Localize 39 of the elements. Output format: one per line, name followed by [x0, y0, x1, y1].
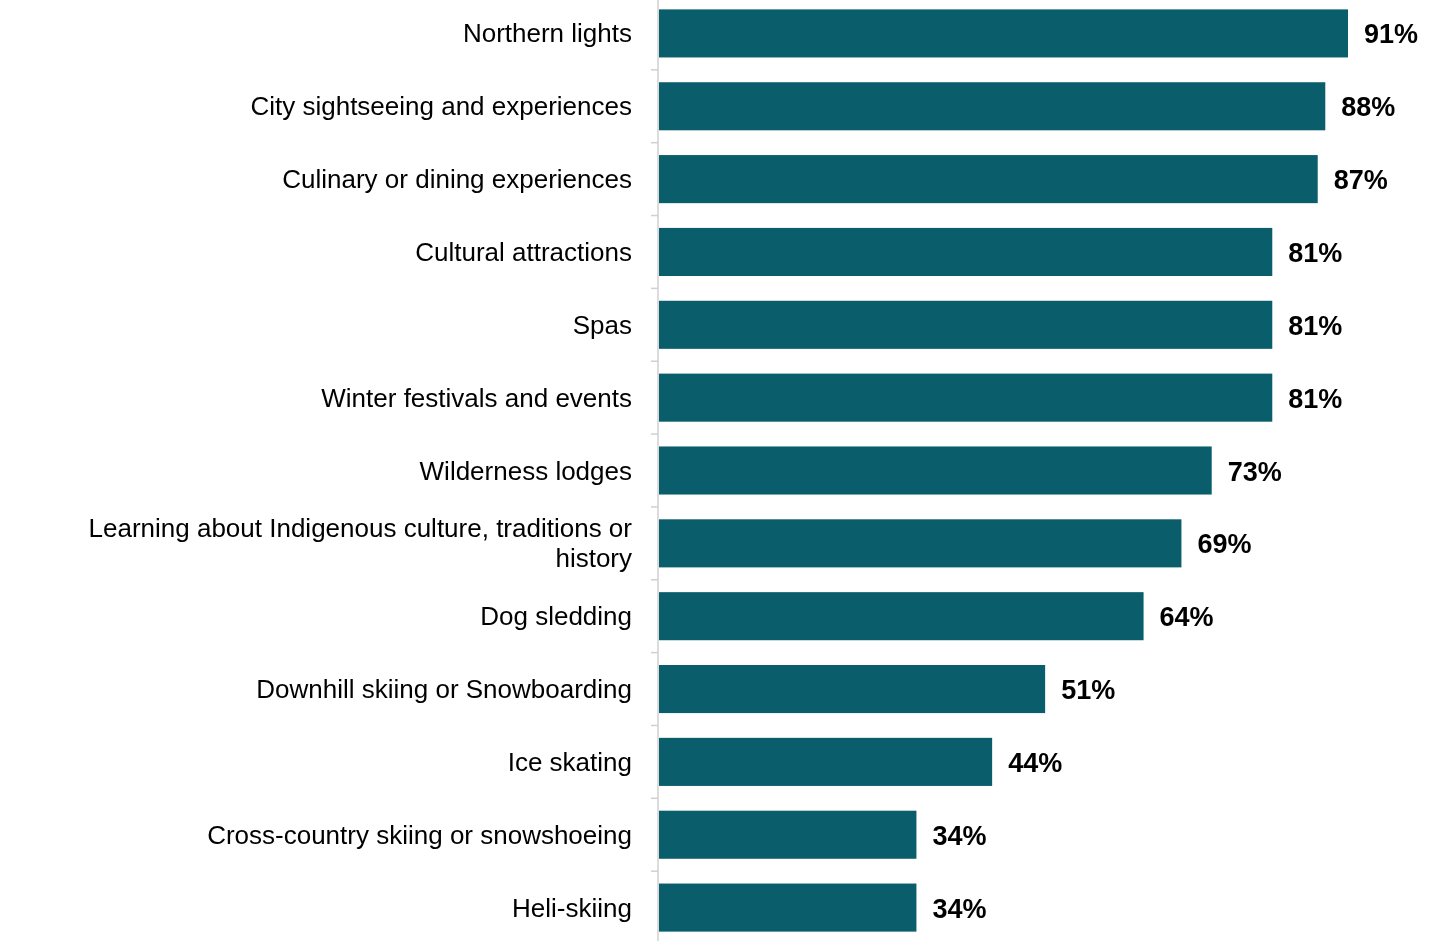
data-label: 69% [1197, 529, 1252, 560]
y-tick-label: Dog sledding [480, 601, 632, 632]
bar [659, 155, 1318, 204]
bar [659, 519, 1182, 568]
data-label: 34% [932, 820, 987, 851]
data-label: 87% [1333, 165, 1388, 196]
data-label: 81% [1288, 383, 1343, 414]
data-label: 81% [1288, 237, 1343, 268]
y-tick-label: Northern lights [462, 18, 632, 49]
data-label: 34% [932, 893, 987, 924]
data-label: 73% [1227, 456, 1282, 487]
y-tick-label: Heli-skiing [512, 892, 632, 923]
bar [659, 737, 993, 786]
bar [659, 810, 917, 859]
data-label: 44% [1008, 747, 1063, 778]
data-label: 51% [1061, 675, 1116, 706]
bar [659, 373, 1273, 422]
y-tick-label: Learning about Indigenous culture, traditions or history [88, 513, 633, 574]
bar [659, 883, 917, 932]
y-tick-label: Wilderness lodges [419, 455, 632, 486]
bar [659, 300, 1273, 349]
bar [659, 9, 1348, 58]
bar [659, 665, 1046, 714]
bar [659, 446, 1212, 495]
data-label: 91% [1364, 19, 1419, 50]
y-tick-label: Winter festivals and events [321, 382, 632, 413]
data-label: 81% [1288, 310, 1343, 341]
y-tick-label: Cross-country skiing or snowshoeing [207, 819, 632, 850]
y-tick-label: Ice skating [507, 746, 632, 777]
y-tick-label: Cultural attractions [415, 236, 632, 267]
bar [659, 82, 1326, 131]
y-tick-label: Downhill skiing or Snowboarding [256, 674, 632, 705]
y-tick-label: Spas [572, 309, 632, 340]
y-tick-label: Culinary or dining experiences [282, 164, 632, 195]
data-label: 64% [1159, 602, 1214, 633]
bar [659, 592, 1144, 641]
y-tick-label: City sightseeing and experiences [250, 91, 632, 122]
bar [659, 227, 1273, 276]
data-label: 88% [1341, 92, 1396, 123]
